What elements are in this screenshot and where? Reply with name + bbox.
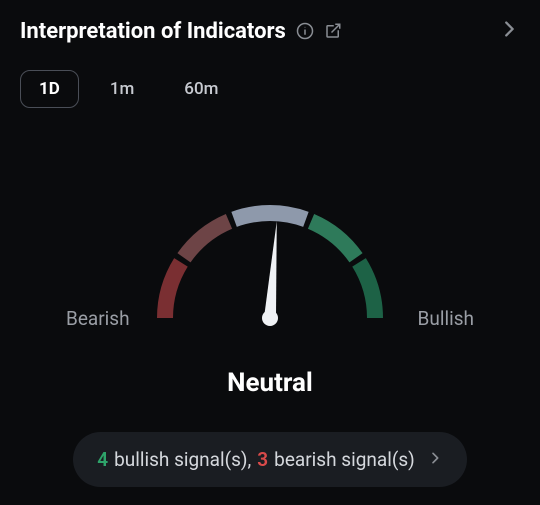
signals-summary[interactable]: 4 bullish signal(s), 3 bearish signal(s) bbox=[73, 432, 467, 487]
chevron-right-icon bbox=[427, 448, 443, 471]
bearish-text: bearish signal(s) bbox=[274, 448, 415, 471]
bullish-count: 4 bbox=[97, 448, 108, 471]
tab-1m[interactable]: 1m bbox=[91, 70, 153, 108]
share-icon[interactable] bbox=[324, 22, 342, 40]
bearish-count: 3 bbox=[257, 448, 268, 471]
info-icon[interactable] bbox=[296, 22, 314, 40]
gauge-label-bullish: Bullish bbox=[418, 307, 474, 330]
gauge-result: Neutral bbox=[227, 368, 313, 398]
tab-1d[interactable]: 1D bbox=[20, 70, 79, 108]
gauge-label-bearish: Bearish bbox=[66, 307, 130, 330]
page-title: Interpretation of Indicators bbox=[20, 19, 286, 44]
sentiment-gauge: Bearish Bullish bbox=[60, 158, 480, 338]
tab-60m[interactable]: 60m bbox=[165, 70, 237, 108]
timeframe-tabs: 1D 1m 60m bbox=[20, 70, 520, 108]
chevron-right-icon[interactable] bbox=[498, 18, 520, 44]
bullish-text: bullish signal(s), bbox=[114, 448, 251, 471]
